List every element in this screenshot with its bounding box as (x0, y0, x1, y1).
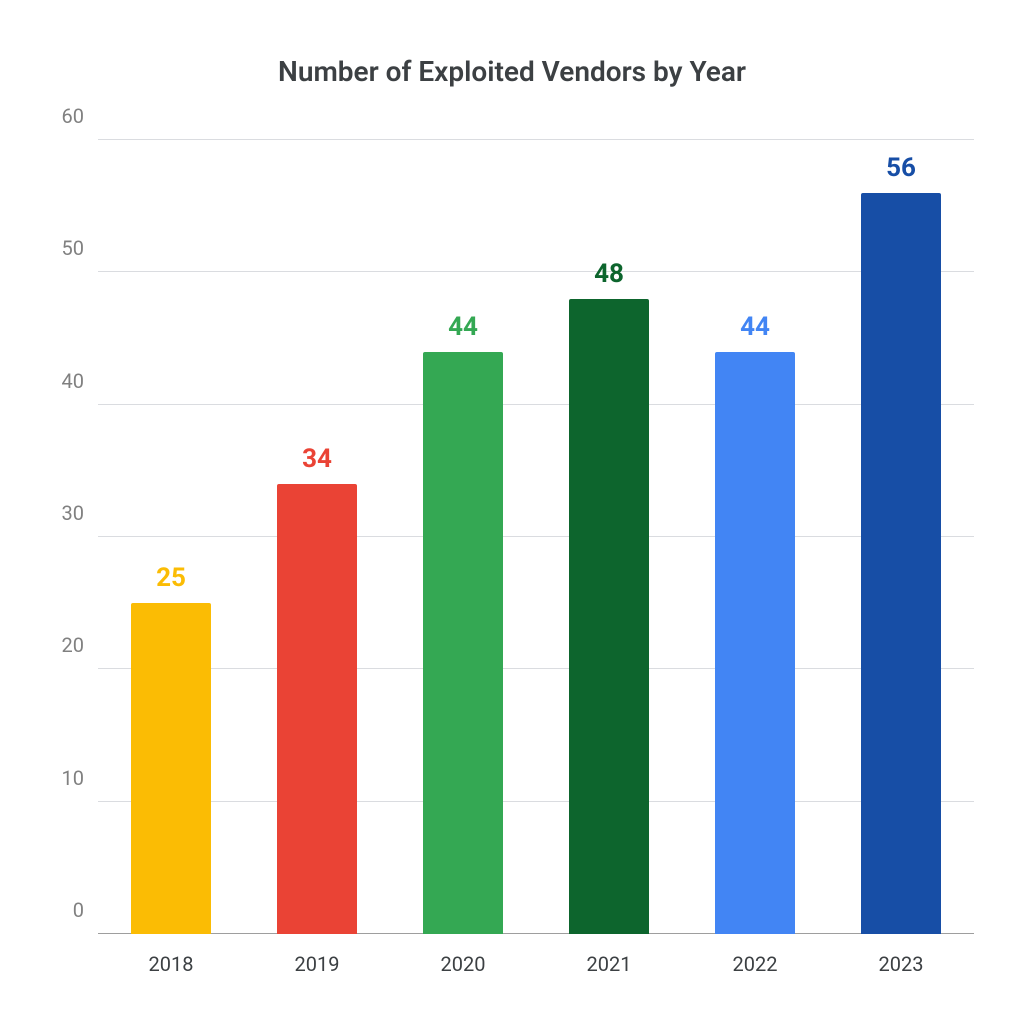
gridline (98, 668, 974, 669)
bar: 48 (569, 299, 649, 934)
bar: 44 (423, 352, 503, 934)
chart-container: Number of Exploited Vendors by Year 0102… (0, 0, 1024, 1024)
bar-value-label: 25 (156, 563, 186, 593)
chart-title: Number of Exploited Vendors by Year (0, 55, 1024, 88)
gridline (98, 271, 974, 272)
bar: 34 (277, 484, 357, 934)
bar-value-label: 44 (740, 312, 770, 342)
y-tick-label: 30 (62, 501, 84, 525)
x-tick-label: 2019 (295, 952, 340, 976)
bar-value-label: 48 (594, 259, 624, 289)
x-tick-label: 2023 (879, 952, 924, 976)
bar-value-label: 56 (886, 153, 916, 183)
x-tick-label: 2021 (587, 952, 632, 976)
bar: 56 (861, 193, 941, 934)
x-tick-label: 2018 (149, 952, 194, 976)
bar-value-label: 44 (448, 312, 478, 342)
y-tick-label: 10 (62, 766, 84, 790)
bar: 25 (131, 603, 211, 934)
y-tick-label: 50 (62, 236, 84, 260)
y-tick-label: 40 (62, 369, 84, 393)
x-axis-baseline (98, 933, 974, 934)
bar-value-label: 34 (302, 444, 332, 474)
y-tick-label: 60 (62, 104, 84, 128)
gridline (98, 536, 974, 537)
y-tick-label: 20 (62, 633, 84, 657)
y-tick-label: 0 (73, 898, 84, 922)
x-tick-label: 2020 (441, 952, 486, 976)
x-tick-label: 2022 (733, 952, 778, 976)
plot-area: 0102030405060252018342019442020482021442… (98, 140, 974, 934)
gridline (98, 404, 974, 405)
gridline (98, 139, 974, 140)
gridline (98, 801, 974, 802)
bar: 44 (715, 352, 795, 934)
